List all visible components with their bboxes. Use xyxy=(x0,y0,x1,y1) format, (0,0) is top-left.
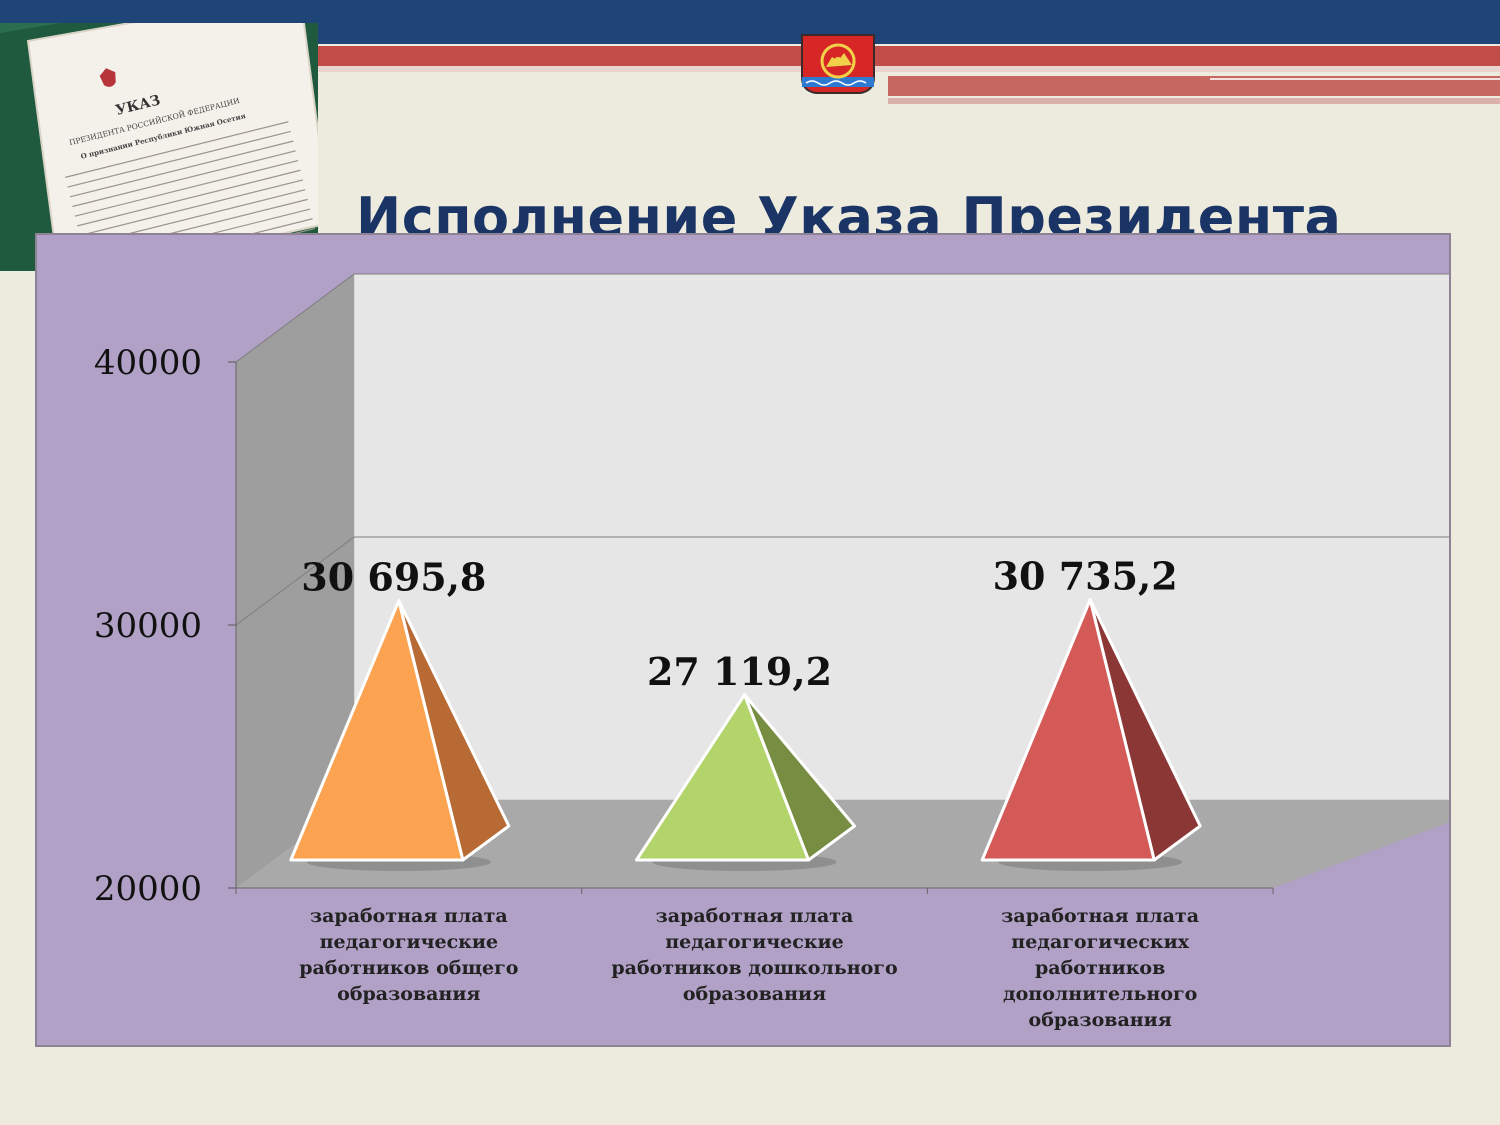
gridline-left xyxy=(235,536,355,626)
category-label: педагогических xyxy=(1011,931,1189,953)
data-label: 30 735,2 xyxy=(993,554,1178,599)
header-white-line xyxy=(1210,78,1500,80)
category-label: образования xyxy=(337,983,480,1005)
gridline-left xyxy=(235,273,355,363)
chart-panel: 20000 30000 40000 30 695,8 27 119,2 30 735,2 з… xyxy=(35,233,1451,1047)
category-label: образования xyxy=(683,983,826,1005)
decree-document-photo: УКАЗ ПРЕЗИДЕНТА РОССИЙСКОЙ ФЕДЕРАЦИИ О п… xyxy=(0,23,318,271)
pyramid-front xyxy=(980,598,1156,862)
data-label: 27 119,2 xyxy=(647,649,832,694)
category-label: заработная плата xyxy=(1001,905,1199,927)
header-red-stripe-short xyxy=(888,76,1500,96)
category-label: педагогические xyxy=(320,931,499,953)
category-label: работников xyxy=(1035,957,1165,979)
y-tick-label: 30000 xyxy=(94,606,202,646)
category-label: образования xyxy=(1029,1009,1172,1031)
y-tick-label: 40000 xyxy=(94,343,202,383)
data-label: 30 695,8 xyxy=(301,555,486,600)
header-red-stripe xyxy=(318,46,1500,66)
pyramid-front xyxy=(635,693,810,862)
header-pink-stripe xyxy=(888,98,1500,104)
category-label: педагогические xyxy=(665,931,844,953)
pyramid-bar-chart: 20000 30000 40000 30 695,8 27 119,2 30 735,2 з… xyxy=(94,273,1449,1031)
city-coat-of-arms-icon xyxy=(801,34,875,94)
y-tick-label: 20000 xyxy=(94,869,202,909)
slide-title: Исполнение Указа Президента xyxy=(356,186,1342,233)
category-label: работников дошкольного xyxy=(611,957,897,979)
category-label: заработная плата xyxy=(310,905,508,927)
header-light-stripe xyxy=(318,66,1500,72)
category-label: заработная плата xyxy=(656,905,854,927)
category-label: работников общего xyxy=(299,957,518,979)
pyramid-front xyxy=(289,599,465,862)
category-label: дополнительного xyxy=(1003,983,1197,1005)
